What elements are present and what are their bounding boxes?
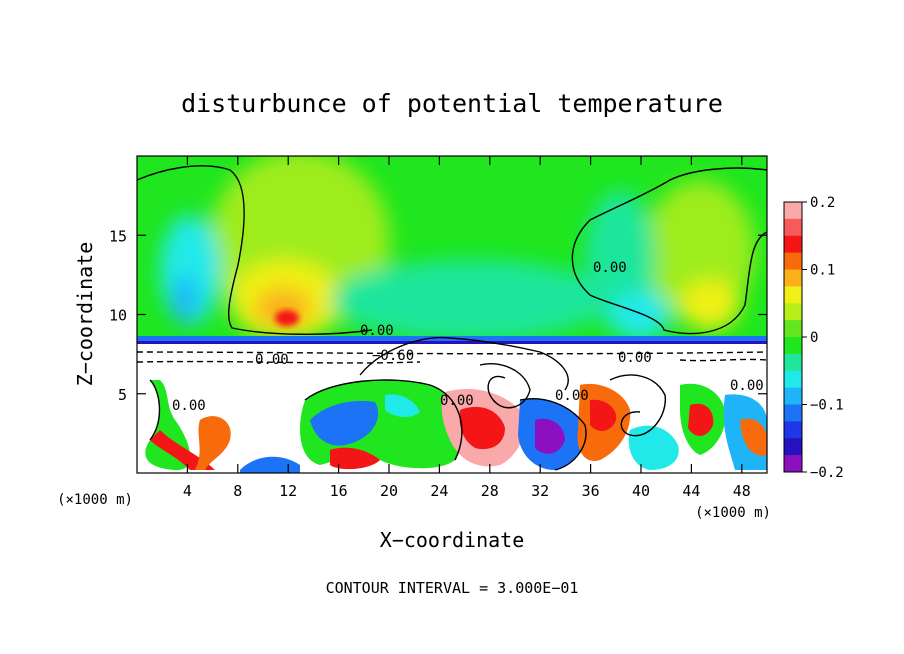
x-tick-label-4: 4: [183, 482, 192, 500]
contour-label: 0.00: [360, 323, 394, 339]
x-axis-label: X−coordinate: [380, 528, 525, 552]
colorbar-swatch: [784, 438, 802, 456]
contour-zero-left: [137, 165, 373, 335]
x-tick-label-16: 16: [330, 482, 348, 500]
contour-label: 0.00: [172, 398, 206, 414]
colorbar-swatch: [784, 455, 802, 473]
colorbar-swatch: [784, 337, 802, 355]
contour-interval-text: CONTOUR INTERVAL = 3.000E−01: [326, 579, 579, 597]
x-tick-label-36: 36: [582, 482, 600, 500]
chart-title: disturbunce of potential temperature: [181, 89, 723, 118]
y-axis: 5 10 15: [109, 227, 767, 404]
plot-area: [137, 156, 767, 473]
x-tick-label-32: 32: [531, 482, 549, 500]
upper-field: [160, 156, 755, 340]
x-tick-label-12: 12: [279, 482, 297, 500]
colorbar-swatch: [784, 235, 802, 254]
y-tick-label-5: 5: [118, 386, 127, 404]
colorbar-swatch: [784, 353, 802, 372]
x-tick-label-40: 40: [632, 482, 650, 500]
colorbar-swatch: [784, 252, 802, 270]
colorbar-swatch: [784, 320, 802, 338]
colorbar-swatch: [784, 269, 802, 287]
colorbar-tick-label: 0.2: [810, 195, 835, 211]
y-tick-label-10: 10: [109, 307, 127, 325]
colorbar-swatch: [784, 370, 802, 389]
contour-lines: [137, 165, 767, 471]
contour-labels: 0.00 0.00 −0.60 0.00 0.00 0.00 0.00 0.00 0.00: [172, 260, 764, 414]
y-tick-label-15: 15: [109, 227, 127, 245]
x-tick-label-28: 28: [481, 482, 499, 500]
y-axis-label: Z−coordinate: [73, 242, 97, 387]
turbulent-patches: [145, 380, 767, 473]
contour-label: 0.00: [255, 352, 289, 368]
x-tick-label-24: 24: [430, 482, 448, 500]
colorbar-swatch: [784, 421, 802, 439]
colorbar-tick-label: −0.2: [810, 465, 844, 481]
x-tick-label-44: 44: [682, 482, 700, 500]
x-tick-label-8: 8: [233, 482, 242, 500]
contour-label: 0.00: [730, 378, 764, 394]
contour-zero-right: [571, 167, 767, 335]
colorbar-swatch: [784, 387, 802, 405]
contour-label: 0.00: [593, 260, 627, 276]
colorbar-swatch: [784, 218, 802, 237]
inversion-layer: [137, 336, 767, 343]
contour-label: 0.00: [555, 388, 589, 404]
colorbar-swatch: [784, 303, 802, 321]
colorbar: 0.2 0.1 0 −0.1 −0.2: [783, 195, 844, 481]
colorbar-swatch: [784, 404, 802, 422]
x-tick-label-48: 48: [733, 482, 751, 500]
colorbar-tick-label: 0.1: [810, 263, 835, 279]
colorbar-tick-label: 0: [810, 330, 818, 346]
x-unit-label-left: (×1000 m): [57, 492, 133, 508]
contour-negative: [137, 351, 767, 355]
colorbar-swatch: [784, 286, 802, 304]
contour-label: −0.60: [372, 348, 414, 364]
x-axis: 4 8 12 16 20 24 28 32 36 40 44 48: [183, 156, 751, 500]
contour-label: 0.00: [440, 393, 474, 409]
contour-label: 0.00: [618, 350, 652, 366]
colorbar-swatch: [784, 202, 802, 220]
x-unit-label-right: (×1000 m): [695, 505, 771, 521]
x-tick-label-20: 20: [380, 482, 398, 500]
colorbar-tick-label: −0.1: [810, 398, 844, 414]
